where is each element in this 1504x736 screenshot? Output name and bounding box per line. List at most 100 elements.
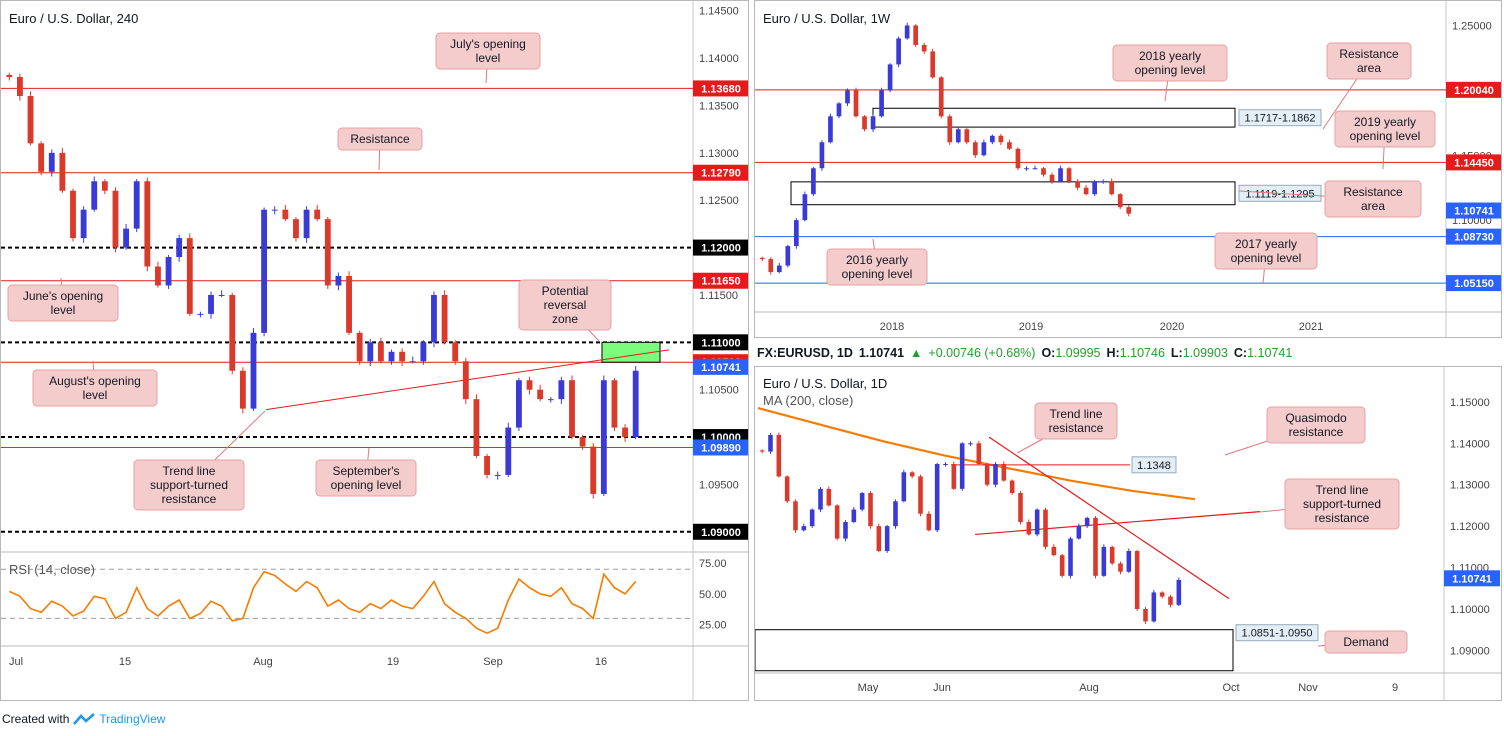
d1-callout: Trend line	[1050, 407, 1103, 421]
w1-candle	[845, 90, 850, 104]
h4-callout: July's opening	[450, 37, 526, 51]
d1-candle	[893, 501, 898, 527]
w1-zone-label-bg	[1238, 109, 1322, 127]
w1-resistance-zone	[790, 181, 1236, 206]
h4-candle	[600, 380, 607, 494]
h4-callout: August's opening	[49, 374, 141, 388]
h4-callout: September's	[333, 464, 400, 478]
d1-price-tag-bg	[1444, 570, 1500, 587]
d1-x-tick: Nov	[1298, 682, 1318, 694]
h4-candle	[80, 209, 87, 239]
d1-x-tick: Oct	[1222, 682, 1239, 694]
low-label: L:	[1170, 346, 1183, 360]
h4-candle	[526, 380, 533, 390]
h4-candle	[101, 181, 108, 191]
d1-candle	[884, 526, 890, 551]
h4-x-tick: Jul	[9, 656, 23, 668]
h4-callout: reversal	[544, 298, 587, 312]
h4-x-tick: 19	[387, 656, 399, 668]
w1-candle	[1126, 207, 1132, 214]
w1-callout-bg	[1324, 180, 1422, 218]
w1-callout: area	[1361, 199, 1385, 213]
h4-candle	[409, 361, 416, 363]
d1-candle	[968, 443, 973, 445]
d1-candle	[1034, 509, 1040, 535]
w1-price-tag: 1.10741	[1454, 206, 1494, 218]
d1-candle	[1068, 538, 1073, 576]
h4-x-tick: 16	[595, 656, 607, 668]
d1-candle	[809, 509, 815, 527]
h4-y-tick: 1.12500	[699, 195, 739, 207]
w1-chart-svg: 1.250001.150001.100001.1717-1.18621.1119…	[755, 1, 1501, 337]
d1-x-tick: May	[858, 682, 879, 694]
h4-candle	[377, 342, 384, 362]
d1-candle	[976, 443, 982, 464]
w1-price-tag: 1.05150	[1454, 278, 1494, 290]
h4-candle	[218, 294, 225, 296]
open-value: 1.09995	[1055, 346, 1101, 360]
w1-callout: Resistance	[1343, 185, 1403, 199]
w1-callout-bg	[1214, 232, 1318, 270]
symbol-info-bar: FX:EURUSD, 1D 1.10741 ▲ +0.00746 (+0.68%…	[757, 343, 1292, 363]
h4-price-tag: 1.12790	[701, 168, 741, 180]
d1-candle	[826, 488, 832, 506]
d1-candle	[876, 526, 882, 551]
w1-chart-pane[interactable]: 1.250001.150001.100001.1717-1.18621.1119…	[754, 0, 1502, 338]
d1-candle	[959, 443, 965, 489]
w1-candle	[836, 103, 842, 117]
h4-callout: level	[476, 51, 501, 65]
w1-callout: 2017 yearly	[1235, 237, 1297, 251]
tradingview-brand[interactable]: TradingView	[99, 712, 166, 726]
w1-y-tick: 1.25000	[1452, 20, 1492, 32]
h4-candle	[261, 209, 268, 333]
h4-price-tag-bg	[693, 80, 748, 97]
d1-callout: support-turned	[1303, 497, 1381, 511]
w1-x-tick: 2018	[880, 321, 904, 333]
d1-chart-pane[interactable]: 1.15000 1.14000 1.13000 1.12000 1.11000 1.100…	[754, 366, 1502, 701]
h4-price-tag-bg	[693, 239, 748, 256]
h4-candle	[303, 209, 310, 239]
h4-price-tag-bg	[693, 272, 748, 289]
w1-candle	[990, 135, 995, 143]
d1-candle	[1051, 546, 1057, 556]
h4-candle	[17, 77, 23, 96]
w1-x-tick: 2021	[1299, 321, 1323, 333]
d1-candle	[759, 450, 765, 452]
h4-y-tick: 1.14500	[699, 6, 739, 18]
h4-candle	[611, 380, 618, 428]
h4-y-tick: 1.13000	[699, 148, 739, 160]
w1-price-tag-bg	[1446, 275, 1501, 292]
d1-candle	[793, 501, 798, 531]
d1-candle	[1159, 592, 1165, 597]
h4-callout-bg	[133, 459, 245, 511]
h4-candle	[144, 181, 151, 267]
h4-callout: resistance	[162, 492, 217, 506]
h4-chart-title: Euro / U.S. Dollar, 240	[9, 11, 139, 26]
d1-trend-line-support	[974, 511, 1261, 536]
symbol-name: FX:EURUSD, 1D	[757, 346, 853, 360]
d1-callout: resistance	[1049, 421, 1104, 435]
close-label: C:	[1233, 346, 1248, 360]
h4-chart-pane[interactable]: 1.14500 1.14000 1.13500 1.13000 1.12500 1.120…	[0, 0, 749, 701]
h4-candle	[346, 276, 352, 333]
w1-candle	[972, 142, 978, 156]
h4-callout: Potential	[542, 284, 589, 298]
h4-candle	[324, 219, 331, 286]
d1-candle	[1168, 596, 1173, 605]
h4-x-tick: Sep	[483, 656, 503, 668]
w1-candle	[1100, 181, 1106, 183]
h4-candle	[165, 257, 172, 286]
h4-callout-bg	[315, 459, 417, 497]
w1-callout: 2016 yearly	[846, 253, 908, 267]
d1-candle	[1151, 592, 1157, 622]
d1-candle	[1084, 517, 1090, 527]
w1-callout: opening level	[1350, 129, 1421, 143]
d1-candle	[1018, 493, 1023, 522]
w1-candle	[1058, 168, 1063, 182]
w1-candle	[811, 168, 816, 195]
h4-price-tag-bg	[693, 164, 748, 181]
d1-candle	[768, 435, 773, 452]
d1-candle	[1076, 526, 1082, 539]
w1-candle	[879, 90, 884, 117]
w1-candle	[938, 77, 944, 117]
